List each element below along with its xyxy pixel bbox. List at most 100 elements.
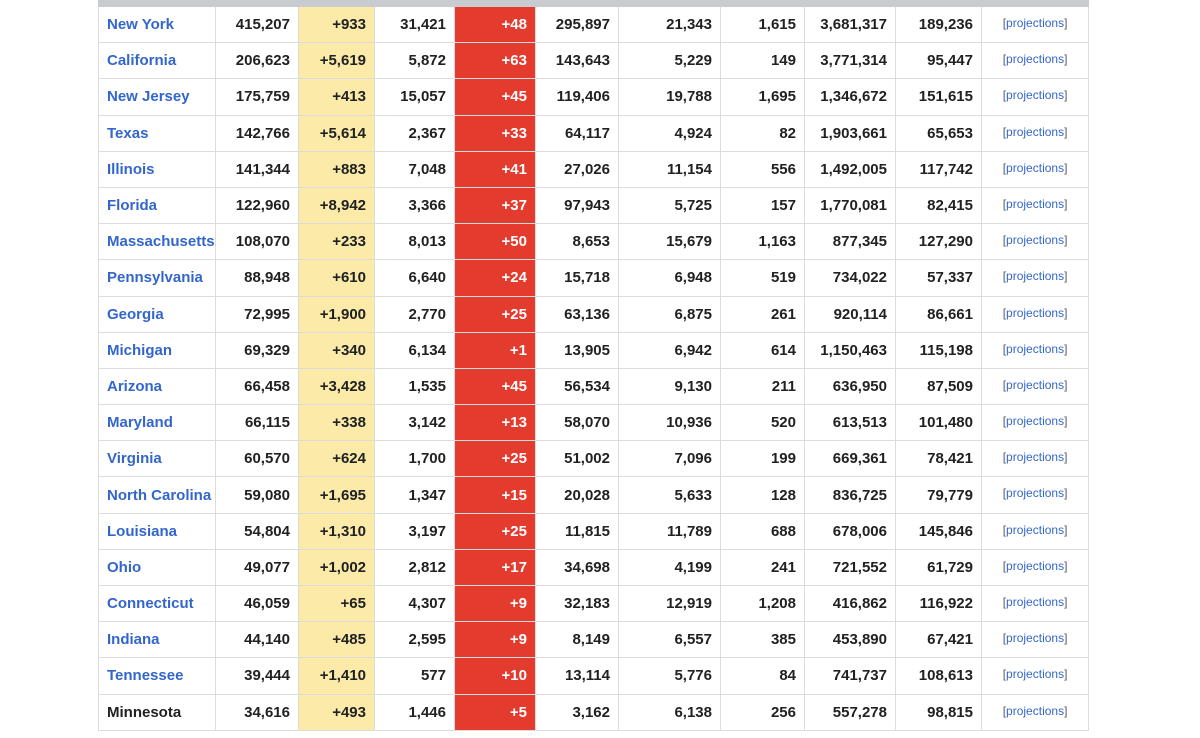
bracket-close: ] (1064, 52, 1068, 67)
deaths-cell: 7,048 (374, 150, 455, 188)
recovered-cell: 295,897 (535, 5, 619, 44)
bracket-close: ] (1064, 341, 1068, 356)
state-link[interactable]: New York (107, 16, 174, 34)
projections-link[interactable]: projections (1006, 269, 1065, 284)
state-link[interactable]: Pennsylvania (107, 269, 203, 287)
new-cases-cell: +1,310 (298, 512, 375, 550)
projections-link[interactable]: projections (1006, 377, 1065, 392)
projections-link[interactable]: projections (1006, 305, 1065, 320)
cases-per-million-cell: 6,948 (618, 259, 721, 297)
projections-link[interactable]: projections (1006, 450, 1065, 465)
state-link[interactable]: California (107, 52, 177, 70)
cases-per-million-cell: 5,229 (618, 42, 721, 80)
bracket-close: ] (1064, 88, 1068, 103)
projections-link[interactable]: projections (1006, 414, 1065, 429)
state-link[interactable]: Florida (107, 197, 158, 215)
new-cases-cell: +1,900 (298, 295, 375, 333)
deaths-cell: 577 (374, 657, 455, 695)
deaths-cell: 31,421 (374, 5, 455, 44)
bracket-open: [ (1002, 667, 1007, 682)
state-link[interactable]: Louisiana (107, 522, 178, 540)
new-deaths-cell: +33 (454, 114, 536, 152)
tests-per-million-cell: 86,661 (895, 295, 982, 333)
tests-cell: 721,552 (804, 548, 896, 587)
cases-per-million-cell: 11,154 (618, 150, 721, 188)
deaths-per-million-cell: 688 (720, 512, 805, 550)
cases-cell: 69,329 (215, 331, 299, 369)
state-cell: Michigan (98, 331, 216, 369)
projections-link[interactable]: projections (1006, 595, 1065, 609)
bracket-close: ] (1064, 486, 1068, 501)
tests-cell: 453,890 (804, 621, 896, 659)
state-link[interactable]: Indiana (107, 631, 160, 649)
table-row: Virginia 60,570 +624 1,700 +25 51,002 7,096 199… (98, 440, 1090, 478)
cases-cell: 66,458 (215, 367, 299, 406)
projections-link[interactable]: projections (1006, 160, 1065, 175)
state-cell: Arizona (98, 367, 216, 406)
state-link[interactable]: Ohio (107, 558, 142, 576)
state-link[interactable]: Georgia (107, 305, 164, 323)
projections-link[interactable]: projections (1006, 233, 1065, 248)
cases-per-million-cell: 19,788 (618, 78, 721, 116)
deaths-cell: 1,700 (374, 440, 455, 478)
projections-link[interactable]: projections (1006, 124, 1065, 139)
recovered-cell: 11,815 (535, 512, 619, 550)
recovered-cell: 20,028 (535, 476, 619, 514)
projections-link[interactable]: projections (1006, 341, 1065, 356)
projections-link[interactable]: projections (1006, 52, 1065, 67)
projections-link[interactable]: projections (1006, 522, 1065, 537)
new-deaths-cell: +25 (454, 512, 536, 550)
deaths-cell: 4,307 (374, 584, 455, 623)
table-row: California 206,623 +5,619 5,872 +63 143,643 5,… (98, 42, 1090, 80)
projections-link[interactable]: projections (1006, 486, 1065, 501)
deaths-cell: 2,595 (374, 621, 455, 659)
cases-cell: 415,207 (215, 5, 299, 44)
tests-per-million-cell: 65,653 (895, 114, 982, 152)
bracket-open: [ (1002, 631, 1007, 646)
new-cases-cell: +5,619 (298, 42, 375, 80)
new-cases-cell: +610 (298, 259, 375, 297)
state-link[interactable]: Massachusetts (107, 233, 215, 251)
tests-cell: 1,903,661 (804, 114, 896, 152)
deaths-cell: 3,197 (374, 512, 455, 550)
projections-link[interactable]: projections (1006, 88, 1065, 103)
projections-link[interactable]: projections (1006, 196, 1065, 211)
deaths-cell: 2,770 (374, 295, 455, 333)
projections-cell: [projections] (980, 693, 1090, 731)
projections-link[interactable]: projections (1006, 667, 1065, 682)
new-deaths-cell: +13 (454, 404, 536, 442)
projections-link[interactable]: projections (1006, 558, 1065, 573)
state-cell: Massachusetts (98, 223, 216, 261)
state-link[interactable]: Maryland (107, 414, 173, 432)
state-link[interactable]: Virginia (107, 450, 162, 468)
projections-link[interactable]: projections (1006, 703, 1065, 718)
projections-cell: [projections] (980, 584, 1090, 623)
cases-cell: 108,070 (215, 223, 299, 261)
recovered-cell: 97,943 (535, 186, 619, 225)
state-link[interactable]: North Carolina (107, 486, 212, 504)
state-cell: Indiana (98, 621, 216, 659)
state-link[interactable]: New Jersey (107, 88, 190, 106)
cases-cell: 44,140 (215, 621, 299, 659)
bracket-close: ] (1064, 450, 1068, 465)
projections-cell: [projections] (980, 331, 1090, 369)
tests-per-million-cell: 78,421 (895, 440, 982, 478)
state-link[interactable]: Connecticut (107, 595, 194, 613)
bracket-open: [ (1002, 450, 1007, 465)
state-link[interactable]: Arizona (107, 377, 163, 395)
deaths-cell: 2,367 (374, 114, 455, 152)
state-cell: Ohio (98, 548, 216, 587)
projections-link[interactable]: projections (1006, 631, 1065, 646)
state-link[interactable]: Tennessee (107, 667, 184, 685)
tests-cell: 1,492,005 (804, 150, 896, 188)
deaths-per-million-cell: 256 (720, 693, 805, 731)
cases-per-million-cell: 5,776 (618, 657, 721, 695)
state-link[interactable]: Texas (107, 124, 149, 142)
state-cell: Pennsylvania (98, 259, 216, 297)
state-link[interactable]: Illinois (107, 160, 155, 178)
new-cases-cell: +3,428 (298, 367, 375, 406)
tests-per-million-cell: 116,922 (895, 584, 982, 623)
state-link[interactable]: Michigan (107, 341, 173, 359)
projections-link[interactable]: projections (1006, 16, 1065, 30)
